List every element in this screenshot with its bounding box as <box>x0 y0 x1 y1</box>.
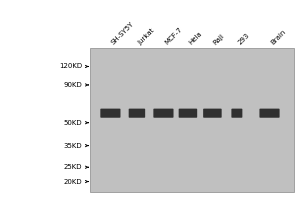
FancyBboxPatch shape <box>260 109 280 118</box>
Text: 120KD: 120KD <box>59 63 83 69</box>
Text: 35KD: 35KD <box>64 143 82 149</box>
FancyBboxPatch shape <box>231 109 242 118</box>
Text: 293: 293 <box>237 32 250 46</box>
Text: Hela: Hela <box>188 31 203 46</box>
Text: Raji: Raji <box>212 33 226 46</box>
Text: Jurkat: Jurkat <box>137 27 156 46</box>
Text: 90KD: 90KD <box>64 82 83 88</box>
FancyBboxPatch shape <box>179 109 197 118</box>
FancyBboxPatch shape <box>100 109 121 118</box>
FancyBboxPatch shape <box>129 109 145 118</box>
Text: Brain: Brain <box>269 29 287 46</box>
FancyBboxPatch shape <box>153 109 173 118</box>
Bar <box>90 48 294 192</box>
Text: SH-SY5Y: SH-SY5Y <box>110 21 135 46</box>
Text: 50KD: 50KD <box>64 120 82 126</box>
Text: 20KD: 20KD <box>64 179 82 185</box>
Text: MCF-7: MCF-7 <box>164 26 183 46</box>
Text: 25KD: 25KD <box>64 164 82 170</box>
FancyBboxPatch shape <box>203 109 222 118</box>
